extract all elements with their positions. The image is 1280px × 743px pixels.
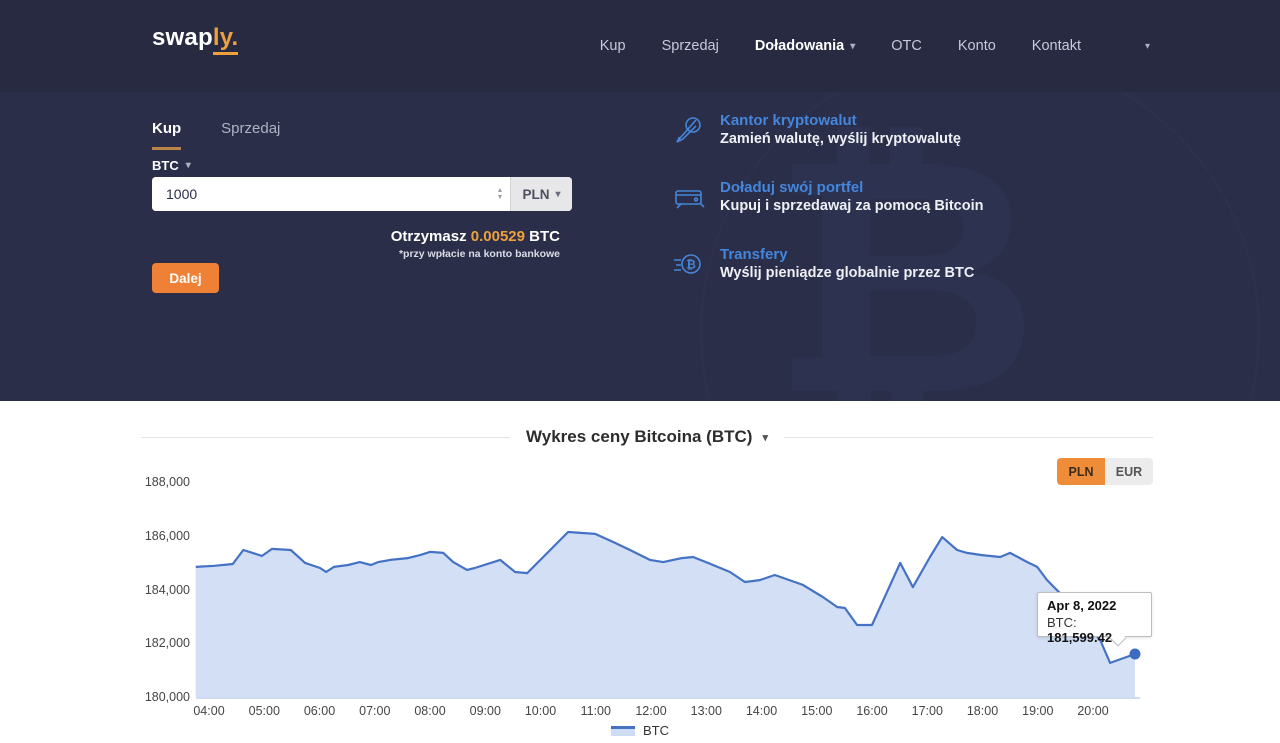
result-prefix: Otrzymasz: [390, 228, 471, 245]
nav-label: Doładowania: [754, 38, 845, 54]
x-axis-tick: 07:00: [359, 704, 391, 718]
tooltip-value-line: BTC: 181,599.42: [1047, 615, 1142, 645]
btc-price-chart[interactable]: [0, 401, 1280, 743]
chart-section: Wykres ceny Bitcoina (BTC) ▾ PLN EUR 188…: [0, 401, 1280, 743]
logo-text-main: swap: [152, 24, 213, 51]
number-spinner[interactable]: ▲ ▼: [496, 187, 504, 201]
x-axis-tick: 14:00: [745, 704, 778, 718]
crypto-select-value: BTC: [152, 158, 179, 173]
toggle-pln-button[interactable]: PLN: [1057, 458, 1105, 485]
x-axis-tick: 19:00: [1022, 704, 1054, 718]
logo[interactable]: swaply.: [152, 24, 239, 55]
chevron-down-icon: ▾: [1144, 40, 1150, 52]
nav-item-konto[interactable]: Konto: [958, 38, 996, 54]
chart-line: [195, 530, 1136, 664]
x-axis-tick: 12:00: [635, 704, 667, 718]
x-axis-tick: 11:00: [580, 704, 611, 718]
header: swaply. Kup Sprzedaj Doładowania ▾ OTC K…: [0, 0, 1280, 92]
fiat-select[interactable]: PLN ▾: [510, 177, 572, 211]
nav-item-otc[interactable]: OTC: [891, 38, 922, 54]
chevron-down-icon: ▾: [185, 160, 191, 171]
currency-toggle: PLN EUR: [1057, 458, 1153, 485]
y-axis-tick: 180,000: [144, 690, 190, 704]
chart-title-row: Wykres ceny Bitcoina (BTC) ▾: [141, 427, 1154, 447]
tooltip-series-label: BTC:: [1047, 615, 1077, 630]
divider: [141, 436, 511, 438]
amount-input-group: ▲▼ PLN ▾: [152, 177, 572, 211]
x-axis-tick: 15:00: [801, 704, 833, 718]
bitcoin-coin-icon: ₿: [674, 253, 701, 274]
feature-subtitle: Zamień walutę, wyślij kryptowalutę: [720, 131, 961, 147]
nav-item-kup[interactable]: Kup: [600, 38, 626, 54]
feature-kantor: Kantor kryptowalut Zamień walutę, wyślij…: [672, 112, 983, 147]
main-nav: Kup Sprzedaj Doładowania ▾ OTC Konto Kon…: [600, 0, 1150, 92]
svg-text:₿: ₿: [686, 257, 696, 271]
exchange-pen-icon: [676, 116, 701, 143]
feature-subtitle: Kupuj i sprzedawaj za pomocą Bitcoin: [720, 198, 984, 214]
x-axis-tick: 10:00: [524, 704, 557, 718]
tooltip-date: Apr 8, 2022: [1047, 598, 1117, 613]
y-axis-tick: 182,000: [144, 636, 190, 651]
feature-subtitle: Wyślij pieniądze globalnie przez BTC: [720, 265, 975, 281]
wallet-icon: [675, 189, 705, 209]
fiat-select-value: PLN: [522, 186, 550, 202]
y-axis-tick: 188,000: [144, 475, 190, 489]
x-axis-tick: 16:00: [856, 704, 888, 718]
result-amount: 0.00529: [470, 228, 525, 245]
x-axis-tick: 17:00: [911, 704, 943, 718]
legend-label: BTC: [643, 723, 669, 738]
logo-text-accent: ly.: [212, 24, 239, 55]
nav-label: Konto: [957, 38, 996, 54]
x-axis-tick: 08:00: [414, 704, 446, 718]
x-axis-tick: 20:00: [1077, 704, 1109, 718]
x-axis-tick: 06:00: [303, 704, 336, 718]
nav-label: OTC: [891, 38, 922, 54]
feature-title[interactable]: Kantor kryptowalut: [720, 112, 857, 129]
feature-portfel: Doładuj swój portfel Kupuj i sprzedawaj …: [672, 179, 983, 214]
nav-item-doladowania[interactable]: Doładowania ▾: [755, 38, 855, 54]
amount-input[interactable]: [152, 177, 490, 211]
feature-list: Kantor kryptowalut Zamień walutę, wyślij…: [672, 112, 983, 281]
chart-area-fill: [195, 532, 1135, 697]
tooltip-value: 181,599.42: [1047, 630, 1113, 645]
language-selector[interactable]: ▾: [1117, 39, 1150, 54]
nav-label: Kontakt: [1031, 38, 1081, 54]
x-axis-tick: 04:00: [193, 704, 225, 718]
result-suffix: BTC: [525, 228, 560, 245]
toggle-eur-button[interactable]: EUR: [1105, 458, 1153, 485]
x-axis-tick: 18:00: [966, 704, 999, 718]
chart-legend: BTC: [0, 723, 1280, 738]
nav-label: Sprzedaj: [661, 38, 719, 54]
chevron-down-icon: ▾: [555, 188, 561, 200]
nav-item-kontakt[interactable]: Kontakt: [1032, 38, 1081, 54]
chart-highlight-dot[interactable]: [1129, 648, 1141, 660]
tab-sprzedaj[interactable]: Sprzedaj: [221, 120, 281, 137]
feature-title[interactable]: Transfery: [720, 246, 788, 263]
chevron-down-icon: ▾: [850, 40, 856, 52]
y-axis-tick: 184,000: [144, 582, 190, 597]
nav-label: Kup: [599, 38, 626, 54]
chart-title-text: Wykres ceny Bitcoina (BTC): [526, 427, 753, 446]
tab-kup[interactable]: Kup: [152, 120, 182, 150]
nav-item-sprzedaj[interactable]: Sprzedaj: [662, 38, 719, 54]
chart-title: Wykres ceny Bitcoina (BTC) ▾: [526, 427, 768, 447]
feature-transfery: ₿ Transfery Wyślij pieniądze globalnie p…: [672, 246, 983, 281]
buy-sell-tabs: Kup Sprzedaj: [152, 120, 280, 150]
conversion-result: Otrzymasz 0.00529 BTC: [152, 228, 572, 245]
divider: [783, 436, 1154, 438]
y-axis-tick: 186,000: [144, 528, 190, 543]
poland-flag-icon: [1117, 39, 1139, 54]
chevron-down-icon[interactable]: ▾: [762, 431, 768, 444]
x-axis-tick: 05:00: [248, 704, 280, 718]
crypto-select[interactable]: BTC ▾: [152, 158, 191, 173]
legend-swatch-icon: [611, 725, 635, 736]
chart-tooltip: Apr 8, 2022 BTC: 181,599.42: [1037, 592, 1152, 645]
x-axis-tick: 13:00: [690, 704, 722, 718]
hero-section: ₿ Kup Sprzedaj BTC ▾ ▲▼ PLN ▾ Otrzymasz …: [0, 92, 1280, 401]
dalej-button[interactable]: Dalej: [152, 263, 219, 293]
x-axis-tick: 09:00: [469, 704, 501, 718]
conversion-note: *przy wpłacie na konto bankowe: [398, 248, 560, 260]
feature-title[interactable]: Doładuj swój portfel: [720, 179, 864, 196]
